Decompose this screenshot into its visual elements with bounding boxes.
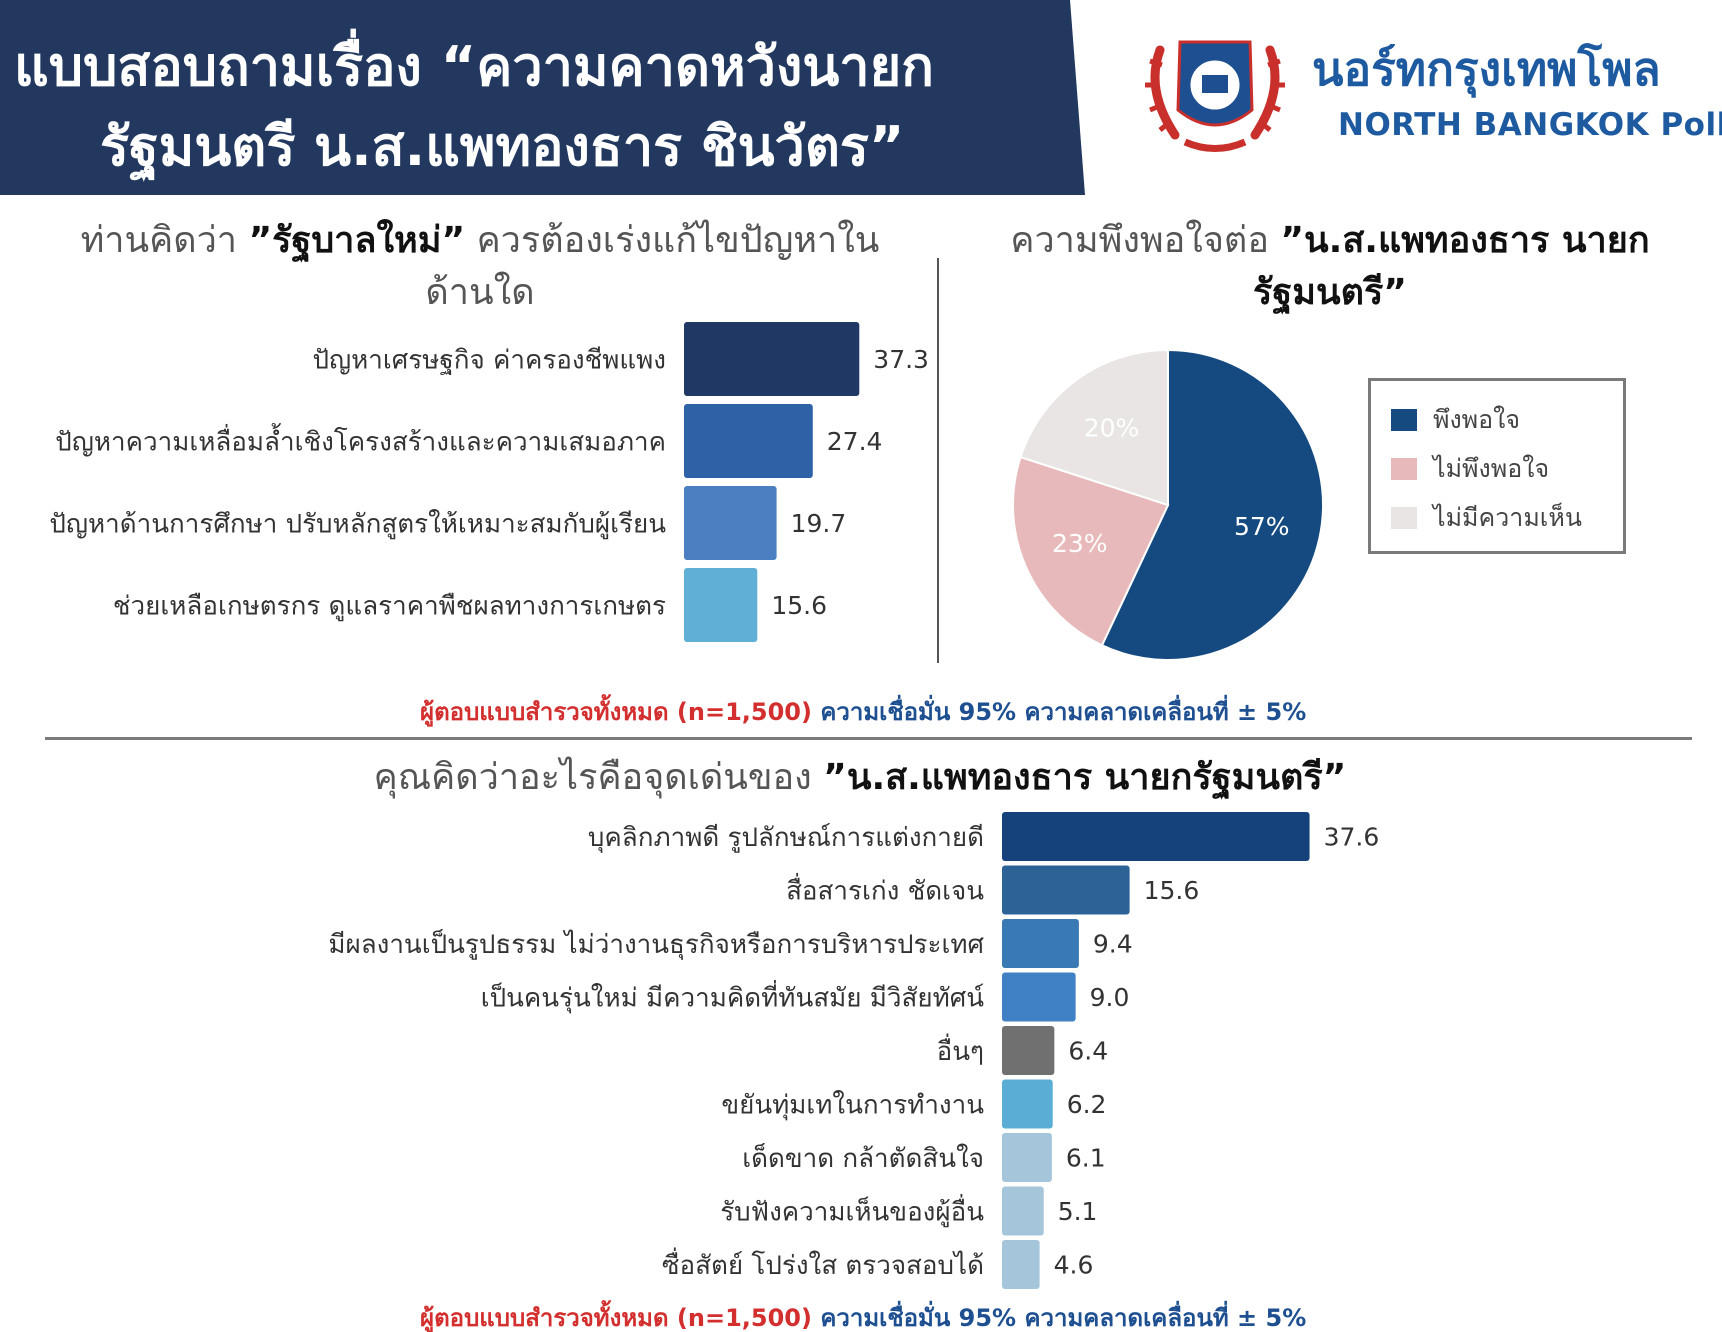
legend-label-no-opinion: ไม่มีความเห็น: [1433, 503, 1582, 532]
problems-chart-title: ท่านคิดว่า ”รัฐบาลใหม่” ควรต้องเร่งแก้ไข…: [30, 215, 930, 319]
sample-size-text: ผู้ตอบแบบสำรวจทั้งหมด (n=1,500): [420, 698, 812, 726]
strengths-bar: [1002, 1240, 1040, 1289]
strengths-category-label: เด็ดขาด กล้าตัดสินใจ: [742, 1142, 984, 1174]
strengths-category-label: มีผลงานเป็นรูปธรรม ไม่ว่างานธุรกิจหรือกา…: [328, 928, 984, 960]
pie-slice: [1100, 348, 1324, 661]
legend-swatch-satisfied: [1391, 409, 1417, 431]
problems-category-label: ปัญหาความเหลื่อมล้ำเชิงโครงสร้างและความเ…: [55, 422, 666, 457]
legend-swatch-dissatisfied: [1391, 458, 1417, 480]
pie-slice: [1019, 348, 1169, 507]
strengths-value-label: 5.1: [1058, 1197, 1098, 1226]
strengths-bar: [1002, 1186, 1044, 1236]
sample-size-text: ผู้ตอบแบบสำรวจทั้งหมด (n=1,500): [420, 1304, 812, 1332]
title-line-2: รัฐมนตรี น.ส.แพทองธาร ชินวัตร”: [100, 115, 905, 178]
pie-slice-label: 57%: [1234, 512, 1290, 541]
problems-title-line-2: ด้านใด: [425, 272, 535, 314]
problems-bar: [684, 322, 860, 396]
satisfaction-title-text: ความพึงพอใจต่อ: [1010, 220, 1281, 261]
strengths-bar: [1002, 1079, 1053, 1129]
confidence-text: ความเชื่อมั่น 95% ความคลาดเคลื่อนที่ ± 5…: [811, 1304, 1307, 1332]
strengths-value-label: 15.6: [1144, 876, 1200, 905]
pie-legend: พึงพอใจ ไม่พึงพอใจ ไม่มีความเห็น: [1368, 378, 1626, 554]
problems-category-label: ปัญหาด้านการศึกษา ปรับหลักสูตรให้เหมาะสม…: [49, 509, 666, 539]
satisfaction-title-emphasis-2: รัฐมนตรี”: [1253, 272, 1407, 314]
title-banner: แบบสอบถามเรื่อง “ความคาดหวังนายก รัฐมนตร…: [0, 0, 1085, 195]
strengths-value-label: 6.1: [1066, 1144, 1106, 1173]
strengths-bar: [1002, 865, 1130, 915]
legend-item-satisfied: พึงพอใจ: [1391, 405, 1520, 435]
problems-category-label: ช่วยเหลือเกษตรกร ดูแลราคาพืชผลทางการเกษต…: [113, 591, 666, 621]
strengths-bar: [1002, 812, 1310, 861]
title-line-1: แบบสอบถามเรื่อง “ความคาดหวังนายก: [14, 35, 934, 98]
problems-title-emphasis: ”รัฐบาลใหม่”: [248, 220, 466, 261]
pie-slice-label: 23%: [1052, 529, 1108, 558]
strengths-category-label: ซื่อสัตย์ โปร่งใส ตรวจสอบได้: [662, 1247, 984, 1281]
horizontal-divider: [45, 737, 1692, 740]
legend-item-no-opinion: ไม่มีความเห็น: [1391, 503, 1582, 533]
problems-value-label: 27.4: [827, 427, 883, 456]
problems-bar: [684, 404, 813, 478]
strengths-value-label: 4.6: [1054, 1251, 1094, 1280]
strengths-value-label: 9.0: [1090, 983, 1130, 1012]
strengths-bar: [1002, 1133, 1052, 1182]
strengths-chart-title: คุณคิดว่าอะไรคือจุดเด่นของ ”น.ส.แพทองธาร…: [160, 752, 1560, 804]
brand-thai-name: นอร์ทกรุงเทพโพล: [1312, 42, 1661, 96]
strengths-value-label: 9.4: [1093, 930, 1133, 959]
strengths-category-label: ขยันทุ่มเทในการทำงาน: [721, 1090, 984, 1120]
legend-item-dissatisfied: ไม่พึงพอใจ: [1391, 454, 1549, 484]
legend-label-dissatisfied: ไม่พึงพอใจ: [1433, 454, 1550, 483]
problems-value-label: 37.3: [873, 345, 929, 374]
strengths-bar: [1002, 1026, 1055, 1075]
problems-title-text-2: ควรต้องเร่งแก้ไขปัญหาใน: [465, 220, 880, 261]
strengths-category-label: บุคลิกภาพดี รูปลักษณ์การแต่งกายดี: [588, 823, 984, 853]
problems-category-label: ปัญหาเศรษฐกิจ ค่าครองชีพแพง: [312, 345, 666, 375]
pie-slice: [1012, 455, 1170, 647]
problems-value-label: 15.6: [771, 591, 827, 620]
vertical-divider: [937, 258, 939, 663]
strengths-bar: [1002, 919, 1079, 968]
university-seal-logo: [1145, 40, 1285, 152]
strengths-category-label: เป็นคนรุ่นใหม่ มีความคิดที่ทันสมัย มีวิส…: [481, 979, 985, 1013]
strengths-bar: [1002, 972, 1076, 1022]
strengths-category-label: รับฟังความเห็นของผู้อื่น: [720, 1193, 984, 1227]
sample-note-bottom: ผู้ตอบแบบสำรวจทั้งหมด (n=1,500) ความเชื่…: [420, 1306, 1306, 1330]
strengths-title-emphasis: ”น.ส.แพทองธาร นายกรัฐมนตรี”: [823, 757, 1347, 798]
strengths-category-label: สื่อสารเก่ง ชัดเจน: [786, 872, 984, 906]
satisfaction-title-emphasis: ”น.ส.แพทองธาร นายก: [1280, 220, 1650, 261]
satisfaction-chart-title: ความพึงพอใจต่อ ”น.ส.แพทองธาร นายก รัฐมนต…: [970, 215, 1690, 319]
problems-bar: [684, 486, 777, 560]
strengths-title-text: คุณคิดว่าอะไรคือจุดเด่นของ: [373, 757, 824, 798]
problems-title-text: ท่านคิดว่า: [80, 220, 249, 261]
brand-english-name: NORTH BANGKOK Poll: [1338, 107, 1722, 143]
legend-swatch-no-opinion: [1391, 507, 1417, 529]
strengths-value-label: 37.6: [1324, 823, 1380, 852]
strengths-category-label: อื่นๆ: [937, 1033, 984, 1067]
sample-note-top: ผู้ตอบแบบสำรวจทั้งหมด (n=1,500) ความเชื่…: [420, 700, 1306, 724]
strengths-value-label: 6.2: [1067, 1090, 1107, 1119]
problems-value-label: 19.7: [791, 509, 847, 538]
problems-bar: [684, 568, 758, 642]
legend-label-satisfied: พึงพอใจ: [1433, 405, 1521, 434]
strengths-value-label: 6.4: [1068, 1037, 1108, 1066]
pie-slice-label: 20%: [1084, 413, 1140, 442]
confidence-text: ความเชื่อมั่น 95% ความคลาดเคลื่อนที่ ± 5…: [811, 698, 1307, 726]
